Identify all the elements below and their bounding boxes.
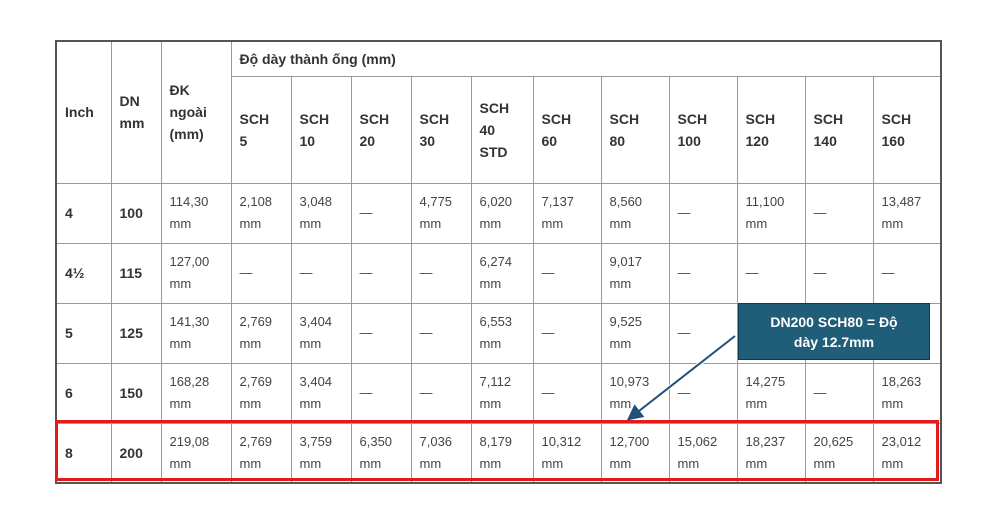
table-cell: — xyxy=(350,242,412,304)
table-cell: — xyxy=(410,302,472,364)
header-cell: ĐK ngoài (mm) xyxy=(160,40,232,184)
table-cell: 3,404 mm xyxy=(290,302,352,364)
table-cell: — xyxy=(668,182,738,244)
table-cell: 18,263 mm xyxy=(872,362,942,424)
header-cell: Inch xyxy=(55,40,112,184)
table-cell: — xyxy=(736,242,806,304)
schedule-header: SCH 40 STD xyxy=(470,75,534,184)
table-cell: 8,179 mm xyxy=(470,422,534,484)
table-cell: — xyxy=(804,242,874,304)
table-cell: 4½ xyxy=(55,242,112,304)
table-cell: 10,312 mm xyxy=(532,422,602,484)
table-cell: 6,020 mm xyxy=(470,182,534,244)
table-cell: — xyxy=(668,242,738,304)
table-row: 6 150 168,28 mm 2,769 mm 3,404 mm — —7,112 mm —… xyxy=(55,362,942,424)
table-cell: 3,404 mm xyxy=(290,362,352,424)
highlight-box xyxy=(55,420,939,481)
table-cell: — xyxy=(410,242,472,304)
table-row: 8 200 219,08 mm 2,769 mm 3,759 mm 6,350 mm 7,0… xyxy=(55,422,942,484)
pipe-table: Inch DN mm ĐK ngoài (mm) Độ dày thành ốn… xyxy=(55,40,943,484)
table-cell: 200 xyxy=(110,422,162,484)
table-cell: 168,28 mm xyxy=(160,362,232,424)
schedule-header: SCH 160 xyxy=(872,75,942,184)
table-cell: 23,012 mm xyxy=(872,422,942,484)
table-cell: 2,769 mm xyxy=(230,302,292,364)
table-cell: 4,775 mm xyxy=(410,182,472,244)
table-cell: 3,759 mm xyxy=(290,422,352,484)
table-cell: 150 xyxy=(110,362,162,424)
table-cell: — xyxy=(410,362,472,424)
table-cell: 114,30 mm xyxy=(160,182,232,244)
table-cell: — xyxy=(532,362,602,424)
table-cell: — xyxy=(350,182,412,244)
table-cell: 127,00 mm xyxy=(160,242,232,304)
table-cell: — xyxy=(350,362,412,424)
table-cell: 20,625 mm xyxy=(804,422,874,484)
table-cell: 2,769 mm xyxy=(230,422,292,484)
table-cell: 14,275 mm xyxy=(736,362,806,424)
schedule-header: SCH 140 xyxy=(804,75,874,184)
table-cell: 18,237 mm xyxy=(736,422,806,484)
group-header: Độ dày thành ống (mm) xyxy=(230,40,942,77)
table-cell: — xyxy=(804,182,874,244)
table-cell: 141,30 mm xyxy=(160,302,232,364)
table-cell: 10,973 mm xyxy=(600,362,670,424)
table-cell: — xyxy=(872,242,942,304)
schedule-header: SCH 30 xyxy=(410,75,472,184)
table-cell: 7,112 mm xyxy=(470,362,534,424)
table-cell: 13,487 mm xyxy=(872,182,942,244)
table-cell: — xyxy=(230,242,292,304)
schedule-header: SCH 10 xyxy=(290,75,352,184)
schedule-header: SCH 20 xyxy=(350,75,412,184)
table-cell: 12,700 mm xyxy=(600,422,670,484)
table-cell: 2,769 mm xyxy=(230,362,292,424)
table-row: 4½ 115 127,00 mm — — — —6,274 mm —9,017 mm — — — — xyxy=(55,242,942,304)
schedule-header: SCH 60 xyxy=(532,75,602,184)
arrow xyxy=(626,335,736,421)
table-cell: — xyxy=(804,362,874,424)
table-cell: — xyxy=(668,362,738,424)
header-cell: DN mm xyxy=(110,40,162,184)
schedule-header: SCH 120 xyxy=(736,75,806,184)
callout: DN200 SCH80 = Độ dày 12.7mm xyxy=(738,303,930,360)
table-cell: 8,560 mm xyxy=(600,182,670,244)
table-cell: — xyxy=(532,242,602,304)
table-cell: — xyxy=(532,302,602,364)
table-cell: 11,100 mm xyxy=(736,182,806,244)
table-cell: 6,274 mm xyxy=(470,242,534,304)
table-cell: 5 xyxy=(55,302,112,364)
table-cell: 7,036 mm xyxy=(410,422,472,484)
